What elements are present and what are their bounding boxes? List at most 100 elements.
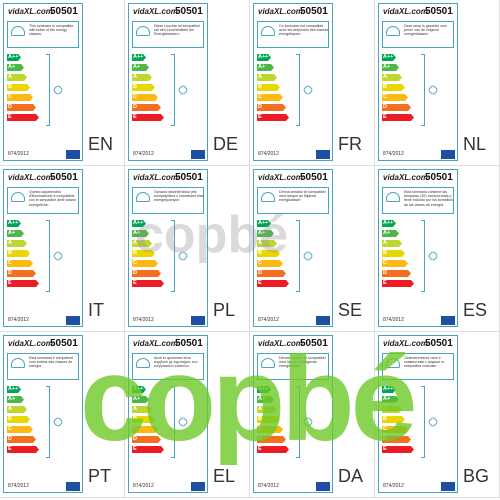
energy-class: A+	[7, 64, 24, 71]
energy-class: A+	[257, 396, 274, 403]
regulation: 874/2012	[258, 317, 279, 323]
bracket	[296, 54, 300, 126]
energy-class: B	[382, 250, 405, 257]
energy-class: A++	[382, 54, 396, 61]
bracket	[171, 54, 175, 126]
regulation: 874/2012	[8, 483, 29, 489]
energy-label: vidaXL.com 50501 Deze lamp is geschikt voo…	[378, 3, 458, 161]
language-code: FR	[338, 134, 362, 154]
energy-class: A++	[132, 220, 146, 227]
energy-class: A++	[132, 386, 146, 393]
compatibility-text: Αυτό το φωτιστικό είναι συμβατό με λαμπτ…	[154, 356, 198, 369]
lamp-icon	[386, 192, 400, 202]
energy-class: A+	[7, 396, 24, 403]
info-box: Deze lamp is geschikt voor peren van de …	[382, 21, 454, 48]
energy-class: A	[7, 406, 27, 413]
energy-class: E	[257, 446, 289, 453]
lamp-icon	[136, 358, 150, 368]
brand: vidaXL.com	[133, 173, 178, 182]
info-box: Diese Leuchte ist kompatibel mit den Leu…	[132, 21, 204, 48]
label-cell: vidaXL.com 50501 Denna armatur är kompatib…	[250, 166, 375, 332]
energy-label: vidaXL.com 50501 Αυτό το φωτιστικό είναι σ…	[128, 335, 208, 493]
energy-class: B	[382, 84, 405, 91]
bulb-icon	[427, 416, 439, 428]
energy-class: A+	[257, 230, 274, 237]
lamp-icon	[136, 26, 150, 36]
product-code: 50501	[300, 338, 328, 349]
lamp-icon	[261, 192, 275, 202]
compatibility-text: Questo apparecchio d'illuminazione è com…	[29, 190, 76, 207]
brand: vidaXL.com	[258, 339, 303, 348]
energy-class: A	[7, 74, 27, 81]
brand: vidaXL.com	[8, 339, 53, 348]
brand: vidaXL.com	[133, 339, 178, 348]
eu-flag	[316, 150, 330, 159]
product-code: 50501	[425, 6, 453, 17]
eu-flag	[191, 316, 205, 325]
eu-flag	[441, 316, 455, 325]
energy-label: vidaXL.com 50501 Esta luminária é compatív…	[3, 335, 83, 493]
energy-class: A	[382, 406, 402, 413]
bulb-icon	[52, 84, 64, 96]
energy-class: C	[382, 94, 408, 101]
energy-label: vidaXL.com 50501 Ce luminaire est compatib…	[253, 3, 333, 161]
energy-class: B	[132, 416, 155, 423]
regulation: 874/2012	[8, 317, 29, 323]
regulation: 874/2012	[133, 317, 154, 323]
energy-class: A+	[132, 230, 149, 237]
energy-class: A	[132, 74, 152, 81]
energy-class: B	[257, 250, 280, 257]
energy-class: C	[257, 426, 283, 433]
bulb-icon	[302, 250, 314, 262]
regulation: 874/2012	[383, 151, 404, 157]
label-cell: vidaXL.com 50501 This luminaire is compati…	[0, 0, 125, 166]
energy-class: C	[257, 260, 283, 267]
info-box: Questo apparecchio d'illuminazione è com…	[7, 187, 79, 214]
energy-class: A++	[7, 220, 21, 227]
energy-class: C	[7, 94, 33, 101]
eu-flag	[191, 150, 205, 159]
product-code: 50501	[175, 172, 203, 183]
label-cell: vidaXL.com 50501 Questo apparecchio d'illu…	[0, 166, 125, 332]
energy-class: B	[382, 416, 405, 423]
energy-class: D	[257, 436, 286, 443]
compatibility-text: Oprawa oświetleniowa jest kompatybilna z…	[154, 190, 204, 203]
product-code: 50501	[175, 338, 203, 349]
product-code: 50501	[425, 172, 453, 183]
energy-class: D	[132, 436, 161, 443]
energy-class: E	[382, 114, 414, 121]
language-code: PT	[88, 466, 112, 486]
energy-label: vidaXL.com 50501 Esta luminaria contiene l…	[378, 169, 458, 327]
regulation: 874/2012	[8, 151, 29, 157]
energy-class: B	[7, 250, 30, 257]
lamp-icon	[136, 192, 150, 202]
energy-class: A++	[257, 220, 271, 227]
energy-class: A+	[382, 230, 399, 237]
label-cell: vidaXL.com 50501 Esta luminaria contiene l…	[375, 166, 500, 332]
brand: vidaXL.com	[8, 7, 53, 16]
energy-class: D	[7, 104, 36, 111]
regulation: 874/2012	[258, 151, 279, 157]
energy-class: E	[382, 446, 414, 453]
label-cell: vidaXL.com 50501 Ce luminaire est compatib…	[250, 0, 375, 166]
label-cell: vidaXL.com 50501 Denne armatur er kompatib…	[250, 332, 375, 498]
energy-class: D	[7, 270, 36, 277]
product-code: 50501	[50, 172, 78, 183]
language-code: PL	[213, 300, 236, 320]
lamp-icon	[11, 192, 25, 202]
language-code: EN	[88, 134, 114, 154]
bracket	[171, 386, 175, 458]
lamp-icon	[261, 358, 275, 368]
eu-flag	[441, 150, 455, 159]
label-cell: vidaXL.com 50501 Deze lamp is geschikt voo…	[375, 0, 500, 166]
language-code: IT	[88, 300, 104, 320]
bulb-icon	[52, 250, 64, 262]
energy-label: vidaXL.com 50501 Denne armatur er kompatib…	[253, 335, 333, 493]
bracket	[46, 54, 50, 126]
language-code: BG	[463, 466, 490, 486]
energy-class: D	[132, 270, 161, 277]
energy-class: D	[382, 270, 411, 277]
label-cell: vidaXL.com 50501 Diese Leuchte ist kompati…	[125, 0, 250, 166]
energy-label: vidaXL.com 50501 Oprawa oświetleniowa jest…	[128, 169, 208, 327]
